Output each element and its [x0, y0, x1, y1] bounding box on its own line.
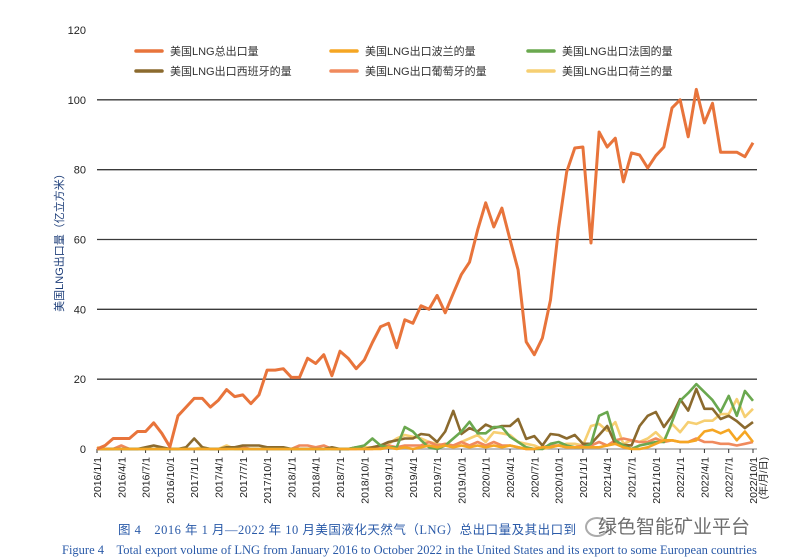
y-tick-label: 100 — [68, 95, 86, 107]
x-tick-label: 2021/1/1 — [578, 457, 590, 498]
x-tick-label: 2019/7/1 — [432, 457, 444, 498]
x-tick-label: 2021/10/1 — [651, 457, 663, 504]
x-tick-label: 2021/7/1 — [627, 457, 639, 498]
x-tick-label: 2016/10/1 — [165, 457, 177, 504]
x-tick-label: 2018/1/1 — [286, 457, 298, 498]
x-tick-label: 2022/7/1 — [724, 457, 736, 498]
x-tick-label: 2018/4/1 — [311, 457, 323, 498]
x-tick-label: 2019/1/1 — [384, 457, 396, 498]
x-tick-label: 2018/7/1 — [335, 457, 347, 498]
legend-label-4: 美国LNG出口葡萄牙的量 — [365, 64, 487, 78]
y-tick-label: 20 — [74, 374, 86, 386]
x-tick-label: 2022/4/1 — [699, 457, 711, 498]
x-tick-label: 2017/4/1 — [213, 457, 225, 498]
x-tick-label: 2016/4/1 — [116, 457, 128, 498]
x-tick-label: 2019/10/1 — [456, 457, 468, 504]
x-tick-label: 2022/1/1 — [675, 457, 687, 498]
y-tick-label: 80 — [74, 165, 86, 177]
caption-english: Figure 4 Total export volume of LNG from… — [62, 543, 757, 557]
legend-label-3: 美国LNG出口西班牙的量 — [170, 64, 292, 78]
watermark: 绿色智能矿业平台 — [598, 516, 751, 538]
legend-label-0: 美国LNG总出口量 — [170, 44, 259, 58]
x-tick-label: 2016/1/1 — [92, 457, 104, 498]
y-tick-label: 40 — [74, 304, 86, 316]
y-tick-label: 120 — [68, 25, 86, 37]
x-tick-label: 2022/10/1 — [748, 457, 760, 504]
y-tick-label: 0 — [80, 444, 86, 456]
x-tick-label: 2016/7/1 — [141, 457, 153, 498]
x-tick-label: 2020/7/1 — [529, 457, 541, 498]
x-axis-title: (年/月/日) — [757, 457, 770, 499]
x-tick-label: 2019/4/1 — [408, 457, 420, 498]
x-tick-label: 2020/1/1 — [481, 457, 493, 498]
series-line-1 — [97, 428, 755, 451]
y-tick-label: 60 — [74, 235, 86, 247]
line-chart: 0 20 40 60 80 100 120 2016/1/1 2016/4/1 2016/7/1 2… — [52, 25, 770, 504]
wechat-icon — [585, 517, 609, 537]
legend-label-2: 美国LNG出口法国的量 — [562, 44, 673, 58]
x-tick-label: 2017/7/1 — [238, 457, 250, 498]
x-tick-label: 2017/10/1 — [262, 457, 274, 504]
x-tick-label: 2017/1/1 — [189, 457, 201, 498]
series-line-0 — [96, 87, 755, 451]
x-tick-label: 2018/10/1 — [359, 457, 371, 504]
x-tick-label: 2020/10/1 — [554, 457, 566, 504]
y-axis-title: 美国LNG出口量（亿立方米） — [52, 168, 66, 312]
legend-label-5: 美国LNG出口荷兰的量 — [562, 64, 673, 78]
x-tick-label: 2021/4/1 — [602, 457, 614, 498]
caption-chinese: 图 4 2016 年 1 月—2022 年 10 月美国液化天然气（LNG）总出… — [118, 523, 577, 537]
x-tick-label: 2020/4/1 — [505, 457, 517, 498]
legend-label-1: 美国LNG出口波兰的量 — [365, 44, 476, 58]
